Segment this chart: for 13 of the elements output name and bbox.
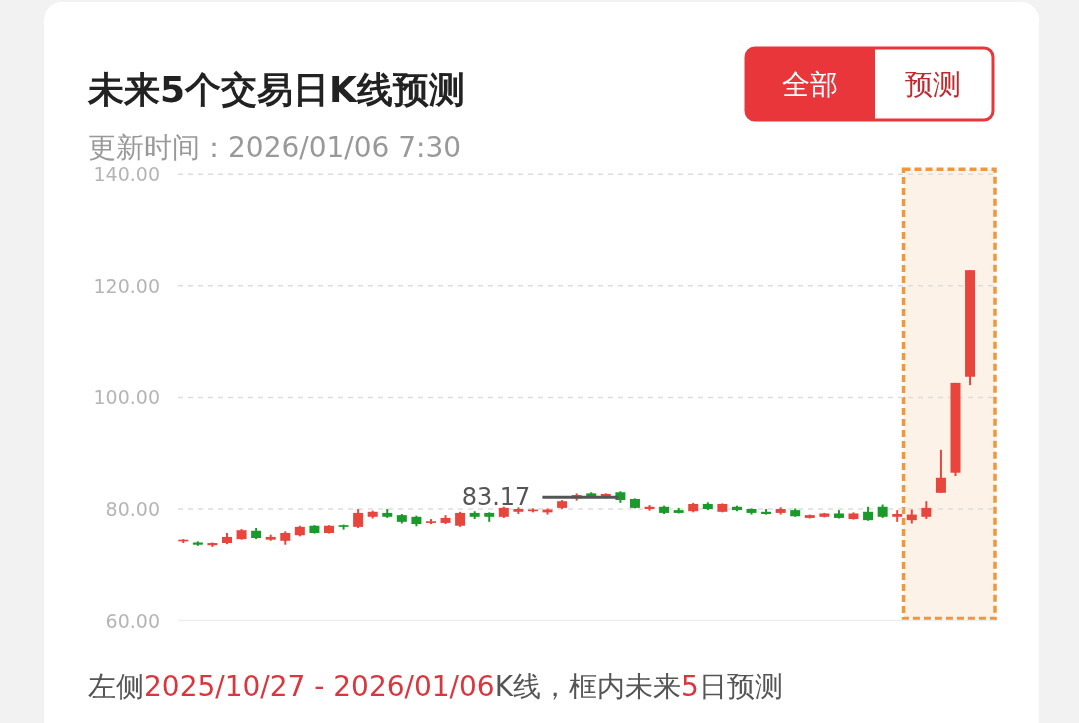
text: 左侧2025/10/27 - 2026/01/06K线，框内未来5日预测 bbox=[88, 670, 783, 703]
y-tick-label: 120.00 bbox=[93, 274, 160, 297]
text: 全部 bbox=[782, 68, 838, 101]
text: 预测 bbox=[905, 68, 961, 101]
y-tick-label: 60.00 bbox=[105, 609, 160, 632]
candlestick bbox=[935, 448, 946, 494]
y-tick-label: 100.00 bbox=[93, 386, 160, 409]
annotation: 83.17 bbox=[461, 483, 531, 512]
chart-title: 未来5个交易日K线预测 bbox=[87, 69, 465, 110]
chart-subtitle: 更新时间：2026/01/06 7:30 bbox=[88, 131, 462, 164]
candlestick bbox=[353, 508, 364, 529]
y-tick-label: 140.00 bbox=[93, 163, 160, 186]
y-tick-label: 80.00 bbox=[105, 498, 160, 520]
